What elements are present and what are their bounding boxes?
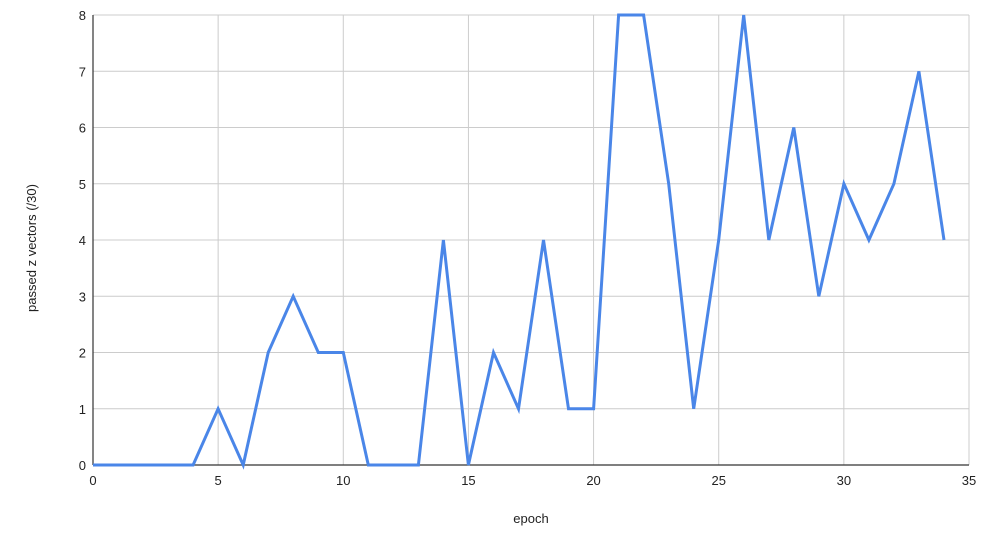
data-point	[567, 407, 570, 410]
y-tick-label: 7	[79, 64, 86, 79]
data-point	[267, 351, 270, 354]
series	[92, 13, 946, 470]
data-point	[717, 239, 720, 242]
x-tick-label: 10	[336, 473, 350, 488]
y-tick-label: 4	[79, 233, 86, 248]
gridlines	[93, 14, 970, 465]
data-point	[192, 464, 195, 467]
data-point	[917, 70, 920, 73]
data-point	[167, 464, 170, 467]
x-tick-label: 25	[711, 473, 725, 488]
data-point	[417, 464, 420, 467]
data-point	[817, 295, 820, 298]
data-point	[867, 239, 870, 242]
data-point	[592, 407, 595, 410]
y-tick-label: 8	[79, 8, 86, 23]
data-point	[92, 464, 95, 467]
data-point	[517, 407, 520, 410]
data-point	[792, 126, 795, 129]
x-tick-label: 0	[89, 473, 96, 488]
data-point	[842, 182, 845, 185]
data-point	[442, 239, 445, 242]
axes	[92, 15, 969, 466]
data-point	[467, 464, 470, 467]
y-tick-label: 5	[79, 177, 86, 192]
data-point	[392, 464, 395, 467]
data-point	[242, 464, 245, 467]
x-tick-label: 35	[962, 473, 976, 488]
data-point	[617, 14, 620, 17]
data-point	[142, 464, 145, 467]
y-axis-title: passed z vectors (/30)	[24, 184, 39, 312]
data-point	[367, 464, 370, 467]
data-point	[292, 295, 295, 298]
data-point	[942, 239, 945, 242]
data-point	[692, 407, 695, 410]
data-point	[317, 351, 320, 354]
data-point	[542, 239, 545, 242]
data-point	[492, 351, 495, 354]
data-point	[342, 351, 345, 354]
x-tick-label: 30	[837, 473, 851, 488]
y-tick-label: 6	[79, 121, 86, 136]
data-point	[892, 182, 895, 185]
data-point	[742, 14, 745, 17]
data-point	[117, 464, 120, 467]
data-point	[667, 182, 670, 185]
data-point	[642, 14, 645, 17]
x-axis-title: epoch	[513, 511, 548, 526]
series-line	[93, 13, 946, 470]
y-tick-label: 0	[79, 458, 86, 473]
y-tick-label: 3	[79, 289, 86, 304]
x-tick-label: 20	[586, 473, 600, 488]
y-tick-label: 2	[79, 346, 86, 361]
x-tick-label: 5	[215, 473, 222, 488]
data-point	[217, 407, 220, 410]
x-tick-label: 15	[461, 473, 475, 488]
y-tick-label: 1	[79, 402, 86, 417]
tick-labels: 0 1 2 3 4 5 6 7 8 0 5 10 15 20 25 30 35	[79, 8, 976, 488]
data-point	[767, 239, 770, 242]
